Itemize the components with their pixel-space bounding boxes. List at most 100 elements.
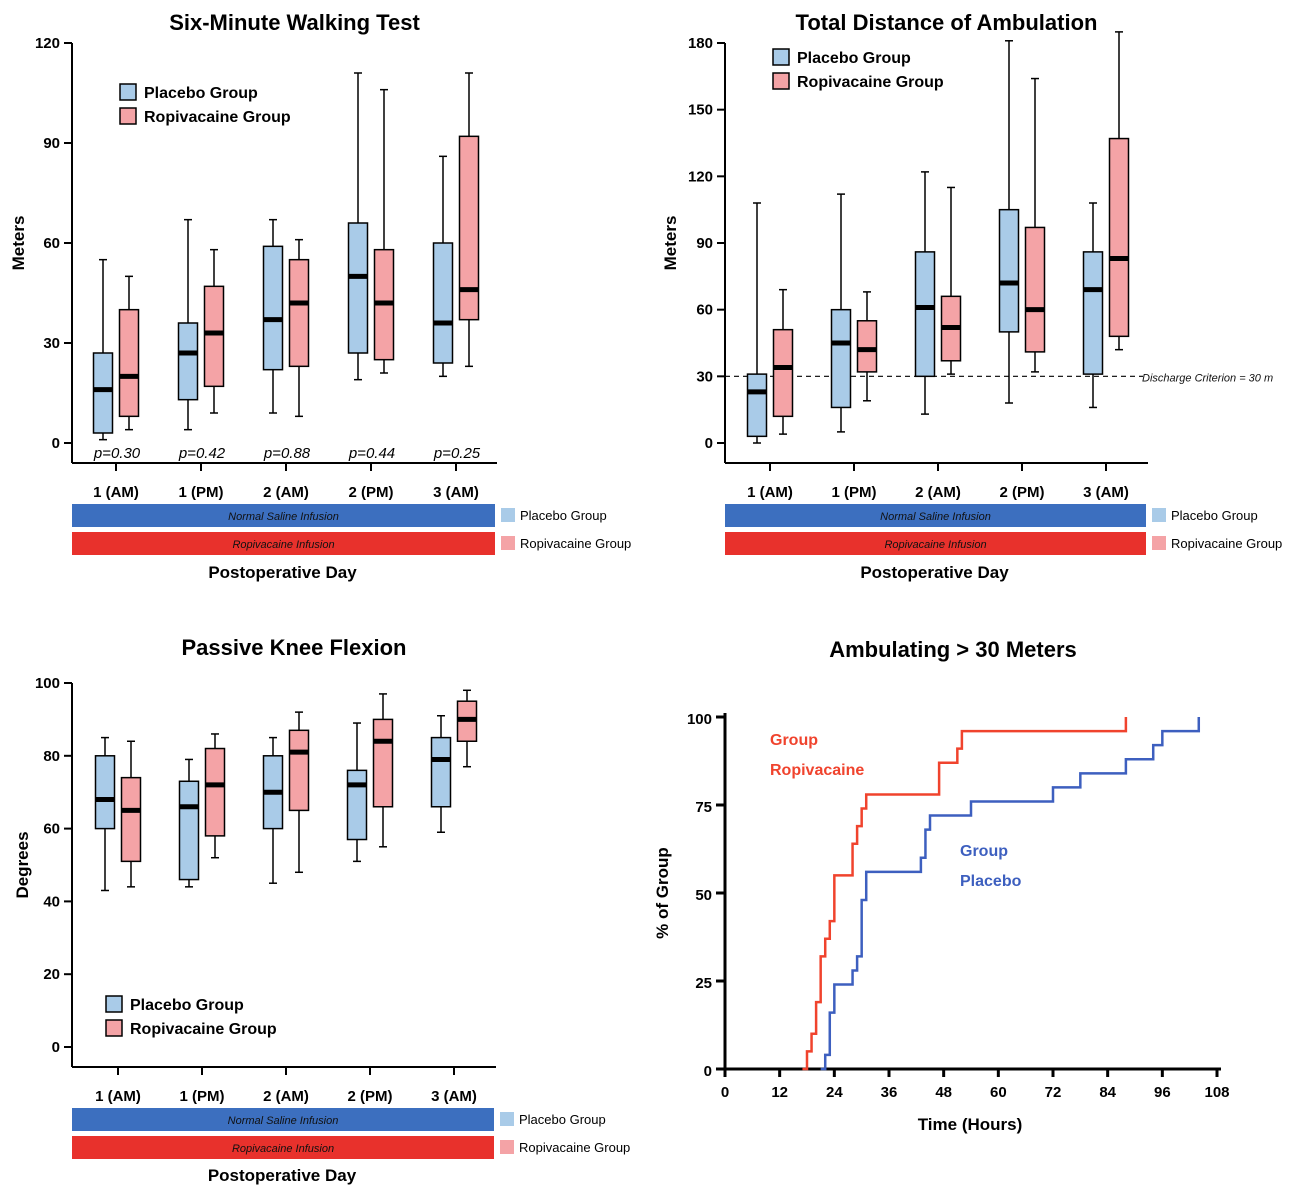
chart4-x-tick-label: 108 — [1204, 1084, 1229, 1101]
chart1-category-label: 2 (PM) — [349, 484, 394, 501]
chart2-category-label: 3 (AM) — [1083, 484, 1129, 501]
chart2-legend-label: Ropivacaine Group — [797, 74, 944, 91]
chart1-ropivacaine-infusion-bar — [72, 532, 495, 555]
chart2-reference-line-label: Discharge Criterion = 30 m — [1142, 372, 1273, 384]
chart1-legend-label: Ropivacaine Group — [144, 109, 291, 126]
chart4-y-tick-label: 75 — [695, 799, 712, 816]
chart3-placebo-box — [94, 755, 116, 830]
chart3-placebo-key-label: Placebo Group — [519, 1112, 606, 1127]
chart3-legend-label: Ropivacaine Group — [130, 1021, 277, 1038]
chart1-ropivacaine-box — [118, 308, 140, 418]
chart1-panel: Six-Minute Walking Test 0 30 60 90 120 Meters 1… — [9, 10, 631, 582]
chart2-y-tick-label: 0 — [705, 435, 713, 452]
chart4-y-tick-label: 100 — [687, 711, 712, 728]
chart3-ropivacaine-key-label: Ropivacaine Group — [519, 1140, 630, 1155]
chart2-y-tick-label: 30 — [696, 368, 713, 385]
chart4-panel: Ambulating > 30 Meters 0 25 50 75 100 0 12 24 36 4… — [653, 637, 1230, 1134]
chart2-y-tick-label: 60 — [696, 302, 713, 319]
chart2-category-label: 2 (AM) — [915, 484, 961, 501]
chart2-saline-infusion-bar — [725, 504, 1146, 527]
chart3-y-tick-label: 20 — [43, 966, 60, 983]
chart4-y-tick-label: 50 — [695, 887, 712, 904]
chart4-x-tick-label: 36 — [881, 1084, 898, 1101]
chart1-legend-swatch — [119, 107, 137, 125]
chart3-y-tick-label: 0 — [52, 1039, 60, 1056]
chart2-ropivacaine-box — [772, 328, 794, 418]
chart2-placebo-box — [998, 208, 1020, 333]
chart1-y-tick-label: 30 — [43, 335, 60, 352]
chart2-placebo-box — [914, 251, 936, 378]
chart3-y-tick-label: 60 — [43, 821, 60, 838]
chart3-y-axis-label: Degrees — [13, 831, 32, 898]
chart4-title: Ambulating > 30 Meters — [829, 637, 1077, 662]
chart2-y-tick-label: 90 — [696, 235, 713, 252]
chart3-saline-infusion-label: Normal Saline Infusion — [228, 1115, 339, 1127]
chart3-saline-infusion-bar — [72, 1108, 494, 1131]
chart3-ropivacaine-box — [372, 718, 394, 808]
chart4-ropivacaine-series-label: Group — [770, 732, 818, 749]
chart3-placebo-box — [430, 736, 452, 808]
chart3-title: Passive Knee Flexion — [182, 635, 407, 660]
chart4-y-tick-label: 0 — [704, 1063, 712, 1080]
chart1-placebo-box — [177, 322, 199, 401]
chart4-ropivacaine-series-label: Ropivacaine — [770, 762, 864, 779]
chart2-category-label: 1 (AM) — [747, 484, 793, 501]
chart1-legend-swatch — [119, 83, 137, 101]
chart2-category-label: 2 (PM) — [1000, 484, 1045, 501]
chart1-category-label: 3 (AM) — [433, 484, 479, 501]
chart3-y-tick-label: 100 — [35, 675, 60, 692]
chart2-placebo-box — [746, 373, 768, 438]
chart1-p-value: p=0.42 — [178, 445, 226, 462]
chart3-placebo-box — [346, 769, 368, 841]
chart3-ropivacaine-box — [288, 729, 310, 812]
chart3-category-label: 2 (PM) — [348, 1088, 393, 1105]
chart4-x-tick-label: 48 — [935, 1084, 952, 1101]
chart1-legend-label: Placebo Group — [144, 85, 258, 102]
chart2-y-axis-label: Meters — [661, 216, 680, 271]
chart1-p-value: p=0.25 — [433, 445, 481, 462]
chart2-ropivacaine-key-label: Ropivacaine Group — [1171, 536, 1282, 551]
chart3-ropivacaine-box — [204, 747, 226, 837]
chart1-placebo-box — [432, 242, 454, 364]
chart4-y-axis-label: % of Group — [653, 847, 672, 939]
chart4-x-tick-label: 72 — [1045, 1084, 1062, 1101]
chart2-placebo-box — [830, 308, 852, 409]
chart1-y-tick-label: 90 — [43, 135, 60, 152]
chart1-p-value: p=0.30 — [93, 445, 141, 462]
chart1-saline-infusion-label: Normal Saline Infusion — [228, 511, 339, 523]
chart1-category-label: 2 (AM) — [263, 484, 309, 501]
chart4-x-tick-label: 60 — [990, 1084, 1007, 1101]
chart3-legend-label: Placebo Group — [130, 997, 244, 1014]
chart2-ropivacaine-infusion-label: Ropivacaine Infusion — [884, 539, 986, 551]
chart4-x-tick-label: 84 — [1099, 1084, 1116, 1101]
chart3-category-label: 1 (PM) — [180, 1088, 225, 1105]
chart3-legend-swatch — [105, 1019, 123, 1037]
chart1-y-tick-label: 120 — [35, 35, 60, 52]
chart2-legend-swatch — [772, 72, 790, 90]
chart3-y-tick-label: 80 — [43, 748, 60, 765]
chart3-ropivacaine-infusion-label: Ropivacaine Infusion — [232, 1143, 334, 1155]
chart3-placebo-box — [178, 780, 200, 881]
chart2-legend-label: Placebo Group — [797, 50, 911, 67]
chart1-y-tick-label: 60 — [43, 235, 60, 252]
chart1-saline-infusion-bar — [72, 504, 495, 527]
chart1-y-tick-label: 0 — [52, 435, 60, 452]
chart2-ropivacaine-key-swatch — [1152, 536, 1166, 550]
chart1-placebo-key-swatch — [501, 508, 515, 522]
chart2-ropivacaine-box — [856, 320, 878, 373]
chart2-legend-swatch — [772, 48, 790, 66]
chart1-ropivacaine-box — [288, 258, 310, 368]
chart3-placebo-key-swatch — [500, 1112, 514, 1126]
chart3-panel: Passive Knee Flexion 0 20 40 60 80 100 Degrees 1… — [13, 635, 630, 1185]
chart3-category-label: 3 (AM) — [431, 1088, 477, 1105]
chart1-ropivacaine-infusion-label: Ropivacaine Infusion — [232, 539, 334, 551]
chart1-ropivacaine-box — [458, 135, 480, 321]
chart4-x-tick-label: 24 — [826, 1084, 843, 1101]
chart1-placebo-box — [262, 245, 284, 371]
chart3-legend-swatch — [105, 995, 123, 1013]
chart4-x-tick-label: 0 — [721, 1084, 729, 1101]
chart3-ropivacaine-infusion-bar — [72, 1136, 494, 1159]
chart4-placebo-series-label: Group — [960, 843, 1008, 860]
chart4-placebo-step-line — [820, 717, 1201, 1071]
